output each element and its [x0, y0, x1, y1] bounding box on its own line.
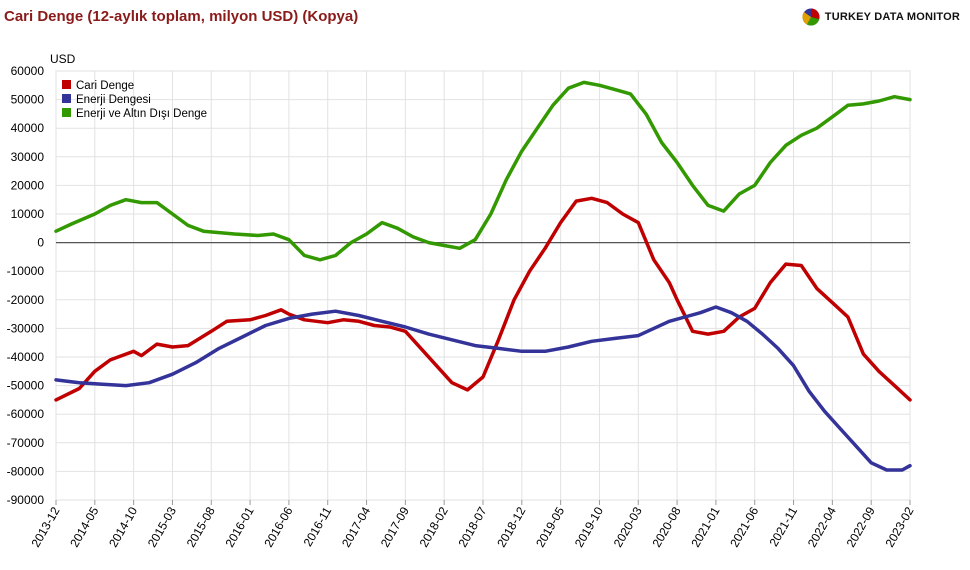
y-tick-label: -90000: [7, 493, 45, 507]
series-line-1: [54, 196, 912, 402]
x-tick-label: 2017-09: [378, 504, 412, 549]
y-tick-label: 10000: [11, 207, 45, 221]
y-axis-ticks: 60000 50000 40000 30000 20000 10000 0 -10000 -20…: [7, 64, 45, 507]
x-tick-label: 2022-04: [805, 504, 839, 549]
pie-logo-icon: [802, 8, 820, 26]
x-tick-label: 2022-09: [844, 504, 878, 549]
x-axis-ticks: 2013-12 2014-05 2014-10 2015-03 2015-08 2016-…: [28, 500, 917, 550]
x-tick-label: 2015-03: [145, 504, 179, 549]
y-tick-label: 0: [37, 236, 44, 250]
y-tick-label: -80000: [7, 464, 45, 478]
x-tick-label: 2016-06: [261, 504, 295, 549]
series-lines: [54, 80, 912, 472]
y-tick-label: -50000: [7, 379, 45, 393]
y-tick-label: -10000: [7, 264, 45, 278]
x-tick-label: 2020-08: [650, 504, 684, 549]
legend-swatch: [62, 94, 71, 103]
y-tick-label: -30000: [7, 321, 45, 335]
series-line-3: [54, 80, 912, 262]
x-tick-label: 2020-03: [611, 504, 645, 549]
x-tick-label: 2019-10: [572, 504, 606, 549]
x-tick-label: 2021-11: [766, 504, 800, 549]
legend-swatch: [62, 108, 71, 117]
x-tick-label: 2014-05: [67, 504, 101, 549]
grid-lines: [55, 70, 911, 501]
x-tick-label: 2019-05: [533, 504, 567, 549]
x-tick-label: 2018-02: [417, 504, 451, 549]
y-tick-label: 40000: [11, 121, 45, 135]
chart-title: Cari Denge (12-aylık toplam, milyon USD)…: [4, 8, 359, 25]
y-tick-label: -60000: [7, 407, 45, 421]
legend-swatch: [62, 80, 71, 89]
legend-label: Enerji ve Altın Dışı Denge: [76, 108, 207, 120]
legend-label: Enerji Dengesi: [76, 94, 151, 106]
legend: Cari Denge Enerji Dengesi Enerji ve Altın …: [62, 80, 207, 120]
y-axis-label: USD: [50, 52, 76, 66]
x-tick-label: 2018-12: [494, 504, 528, 549]
x-tick-label: 2021-01: [688, 504, 722, 549]
y-tick-label: 60000: [11, 64, 45, 78]
y-tick-label: -40000: [7, 350, 45, 364]
x-tick-label: 2013-12: [28, 504, 62, 549]
x-tick-label: 2021-06: [727, 504, 761, 549]
brand-name: TURKEY DATA MONITOR: [824, 11, 960, 23]
y-tick-label: 20000: [11, 178, 45, 192]
x-tick-label: 2016-11: [301, 504, 335, 549]
x-tick-label: 2016-01: [223, 504, 257, 549]
y-tick-label: 30000: [11, 150, 45, 164]
x-tick-label: 2017-04: [339, 504, 373, 549]
y-tick-label: 50000: [11, 93, 45, 107]
x-tick-label: 2023-02: [882, 504, 916, 549]
series-line-2: [54, 305, 912, 472]
x-tick-label: 2015-08: [184, 504, 218, 549]
x-tick-label: 2018-07: [455, 504, 489, 549]
y-tick-label: -20000: [7, 293, 45, 307]
y-tick-label: -70000: [7, 436, 45, 450]
brand-logo: TURKEY DATA MONITOR: [801, 7, 960, 27]
x-tick-label: 2014-10: [106, 504, 140, 549]
legend-label: Cari Denge: [76, 80, 134, 92]
